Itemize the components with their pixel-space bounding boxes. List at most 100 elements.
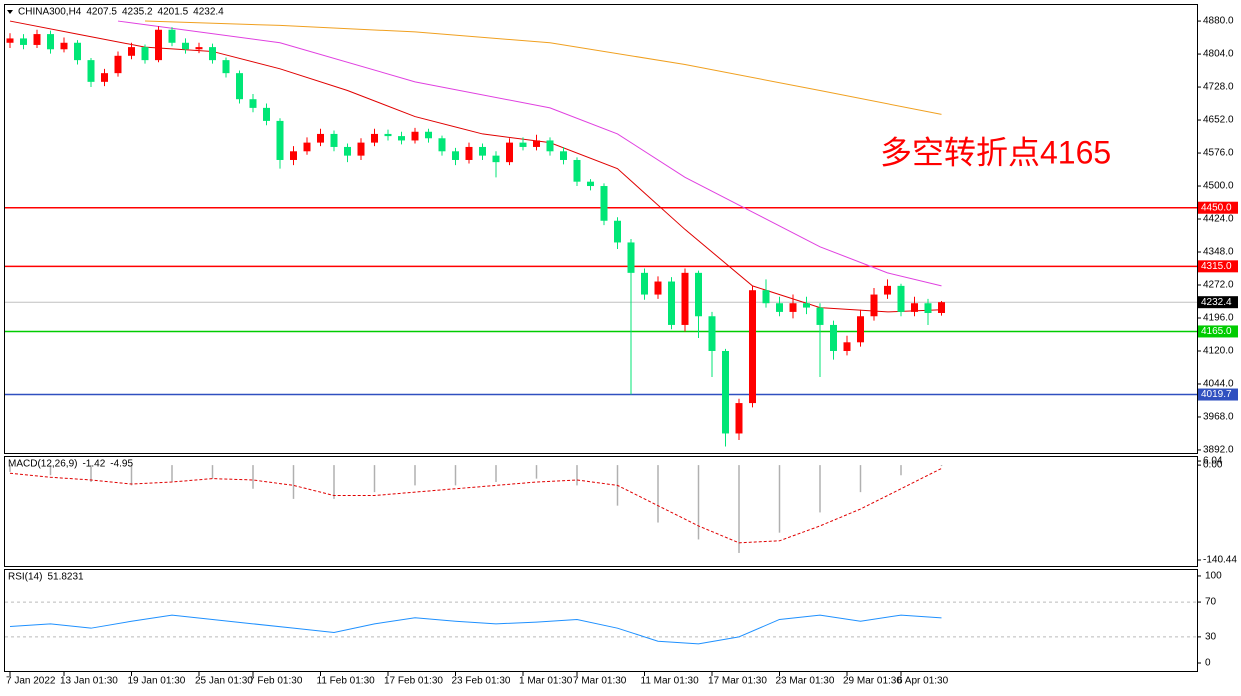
candle-body: [803, 303, 810, 308]
y-tick-label: 4196.0: [1203, 313, 1234, 324]
x-tick-label: 11 Feb 01:30: [317, 676, 376, 687]
y-tick-label: 4652.0: [1203, 115, 1234, 126]
candle-body: [560, 151, 567, 160]
macd-panel: [4, 456, 1198, 567]
y-tick-label: 4576.0: [1203, 148, 1234, 159]
candle-body: [249, 99, 257, 108]
macd-label: MACD(12,26,9): [8, 459, 77, 470]
candle-body: [101, 73, 108, 82]
candle-body: [195, 47, 203, 50]
symbol: CHINA300,H4: [18, 7, 82, 18]
level-label-box: [1198, 325, 1238, 338]
candle-body: [87, 60, 95, 82]
macd-tick-label: 0.00: [1203, 460, 1223, 471]
candle-body: [344, 146, 351, 156]
x-tick-label: 17 Mar 01:30: [708, 676, 767, 687]
x-tick-label: 7 Mar 01:30: [573, 676, 627, 687]
moving-average: [144, 20, 942, 115]
header-arrow: [7, 10, 13, 14]
y-tick-label: 4804.0: [1203, 49, 1234, 60]
candle-body: [479, 146, 486, 156]
candle-body: [546, 140, 554, 152]
candle-body: [60, 42, 68, 50]
candle-body: [182, 42, 189, 50]
candle-body: [492, 155, 500, 163]
candle-body: [276, 120, 284, 160]
y-tick-label: 4880.0: [1203, 16, 1234, 27]
candle-body: [708, 316, 716, 351]
x-tick-label: 19 Jan 01:30: [128, 676, 186, 687]
macd-signal: [9, 468, 942, 544]
level-label: 4450.0: [1201, 202, 1232, 213]
y-tick-label: 4272.0: [1203, 280, 1234, 291]
y-tick-label: 4728.0: [1203, 82, 1234, 93]
y-tick-label: 3892.0: [1203, 445, 1234, 456]
rsi-label: RSI(14): [8, 572, 42, 583]
candle-body: [830, 324, 837, 351]
x-tick-label: 6 Apr 01:30: [897, 676, 949, 687]
candle-body: [425, 131, 432, 139]
candle-body: [789, 303, 797, 312]
x-tick-label: 13 Jan 01:30: [60, 676, 118, 687]
price-label: 4232.4: [1201, 297, 1232, 308]
candle-body: [290, 151, 297, 160]
candle-body: [506, 142, 513, 163]
candle-body: [263, 107, 270, 121]
rsi-tick-label: 100: [1205, 571, 1222, 582]
rsi-tick-label: 0: [1205, 658, 1211, 669]
level-label-box: [1198, 388, 1238, 401]
x-tick-label: 7 Feb 01:30: [249, 676, 303, 687]
price-label-box: [1198, 296, 1238, 309]
rsi-panel: [4, 569, 1198, 672]
macd-signal-value: -4.95: [110, 459, 133, 470]
candle-body: [114, 55, 122, 74]
candle-body: [924, 303, 932, 313]
candle-body: [641, 272, 648, 295]
candle-body: [681, 272, 689, 325]
candle-body: [614, 220, 621, 243]
level-label-box: [1198, 260, 1238, 273]
candle-body: [938, 302, 945, 313]
candle-body: [303, 142, 311, 152]
macd-tick-label: -140.44: [1203, 555, 1237, 566]
rsi-line: [9, 614, 942, 645]
candle-body: [465, 146, 473, 160]
candle-body: [398, 136, 405, 141]
candle-body: [749, 290, 756, 404]
candle-body: [330, 133, 338, 147]
candle-body: [236, 73, 243, 100]
y-tick-label: 4120.0: [1203, 346, 1234, 357]
x-tick-label: 23 Mar 01:30: [776, 676, 835, 687]
candle-body: [209, 47, 216, 61]
y-tick-label: 4044.0: [1203, 379, 1234, 390]
candle-body: [20, 38, 27, 45]
candle-body: [843, 342, 851, 351]
macd-tick-label: 6.04: [1203, 456, 1223, 467]
y-tick-label: 4348.0: [1203, 247, 1234, 258]
candle-body: [857, 316, 864, 343]
header-open: 4207.5: [86, 7, 117, 18]
candle-body: [695, 272, 702, 317]
level-label: 4315.0: [1201, 261, 1232, 272]
y-tick-label: 3968.0: [1203, 412, 1234, 423]
candle-body: [600, 186, 608, 221]
candle-body: [33, 34, 41, 45]
x-tick-label: 17 Feb 01:30: [384, 676, 443, 687]
level-label: 4165.0: [1201, 326, 1232, 337]
rsi-tick-label: 70: [1205, 597, 1217, 608]
candle-body: [762, 290, 770, 304]
x-tick-label: 1 Mar 01:30: [519, 676, 573, 687]
candle-body: [722, 350, 729, 434]
rsi-value: 51.8231: [47, 572, 84, 583]
x-tick-label: 29 Mar 01:30: [843, 676, 902, 687]
x-tick-label: 7 Jan 2022: [6, 676, 56, 687]
candle-body: [897, 285, 905, 312]
level-label: 4019.7: [1201, 389, 1232, 400]
header-low: 4201.5: [158, 7, 189, 18]
candle-body: [168, 29, 176, 43]
candle-body: [141, 47, 149, 61]
candle-body: [74, 42, 81, 61]
candle-body: [776, 303, 783, 312]
candle-body: [816, 307, 824, 325]
